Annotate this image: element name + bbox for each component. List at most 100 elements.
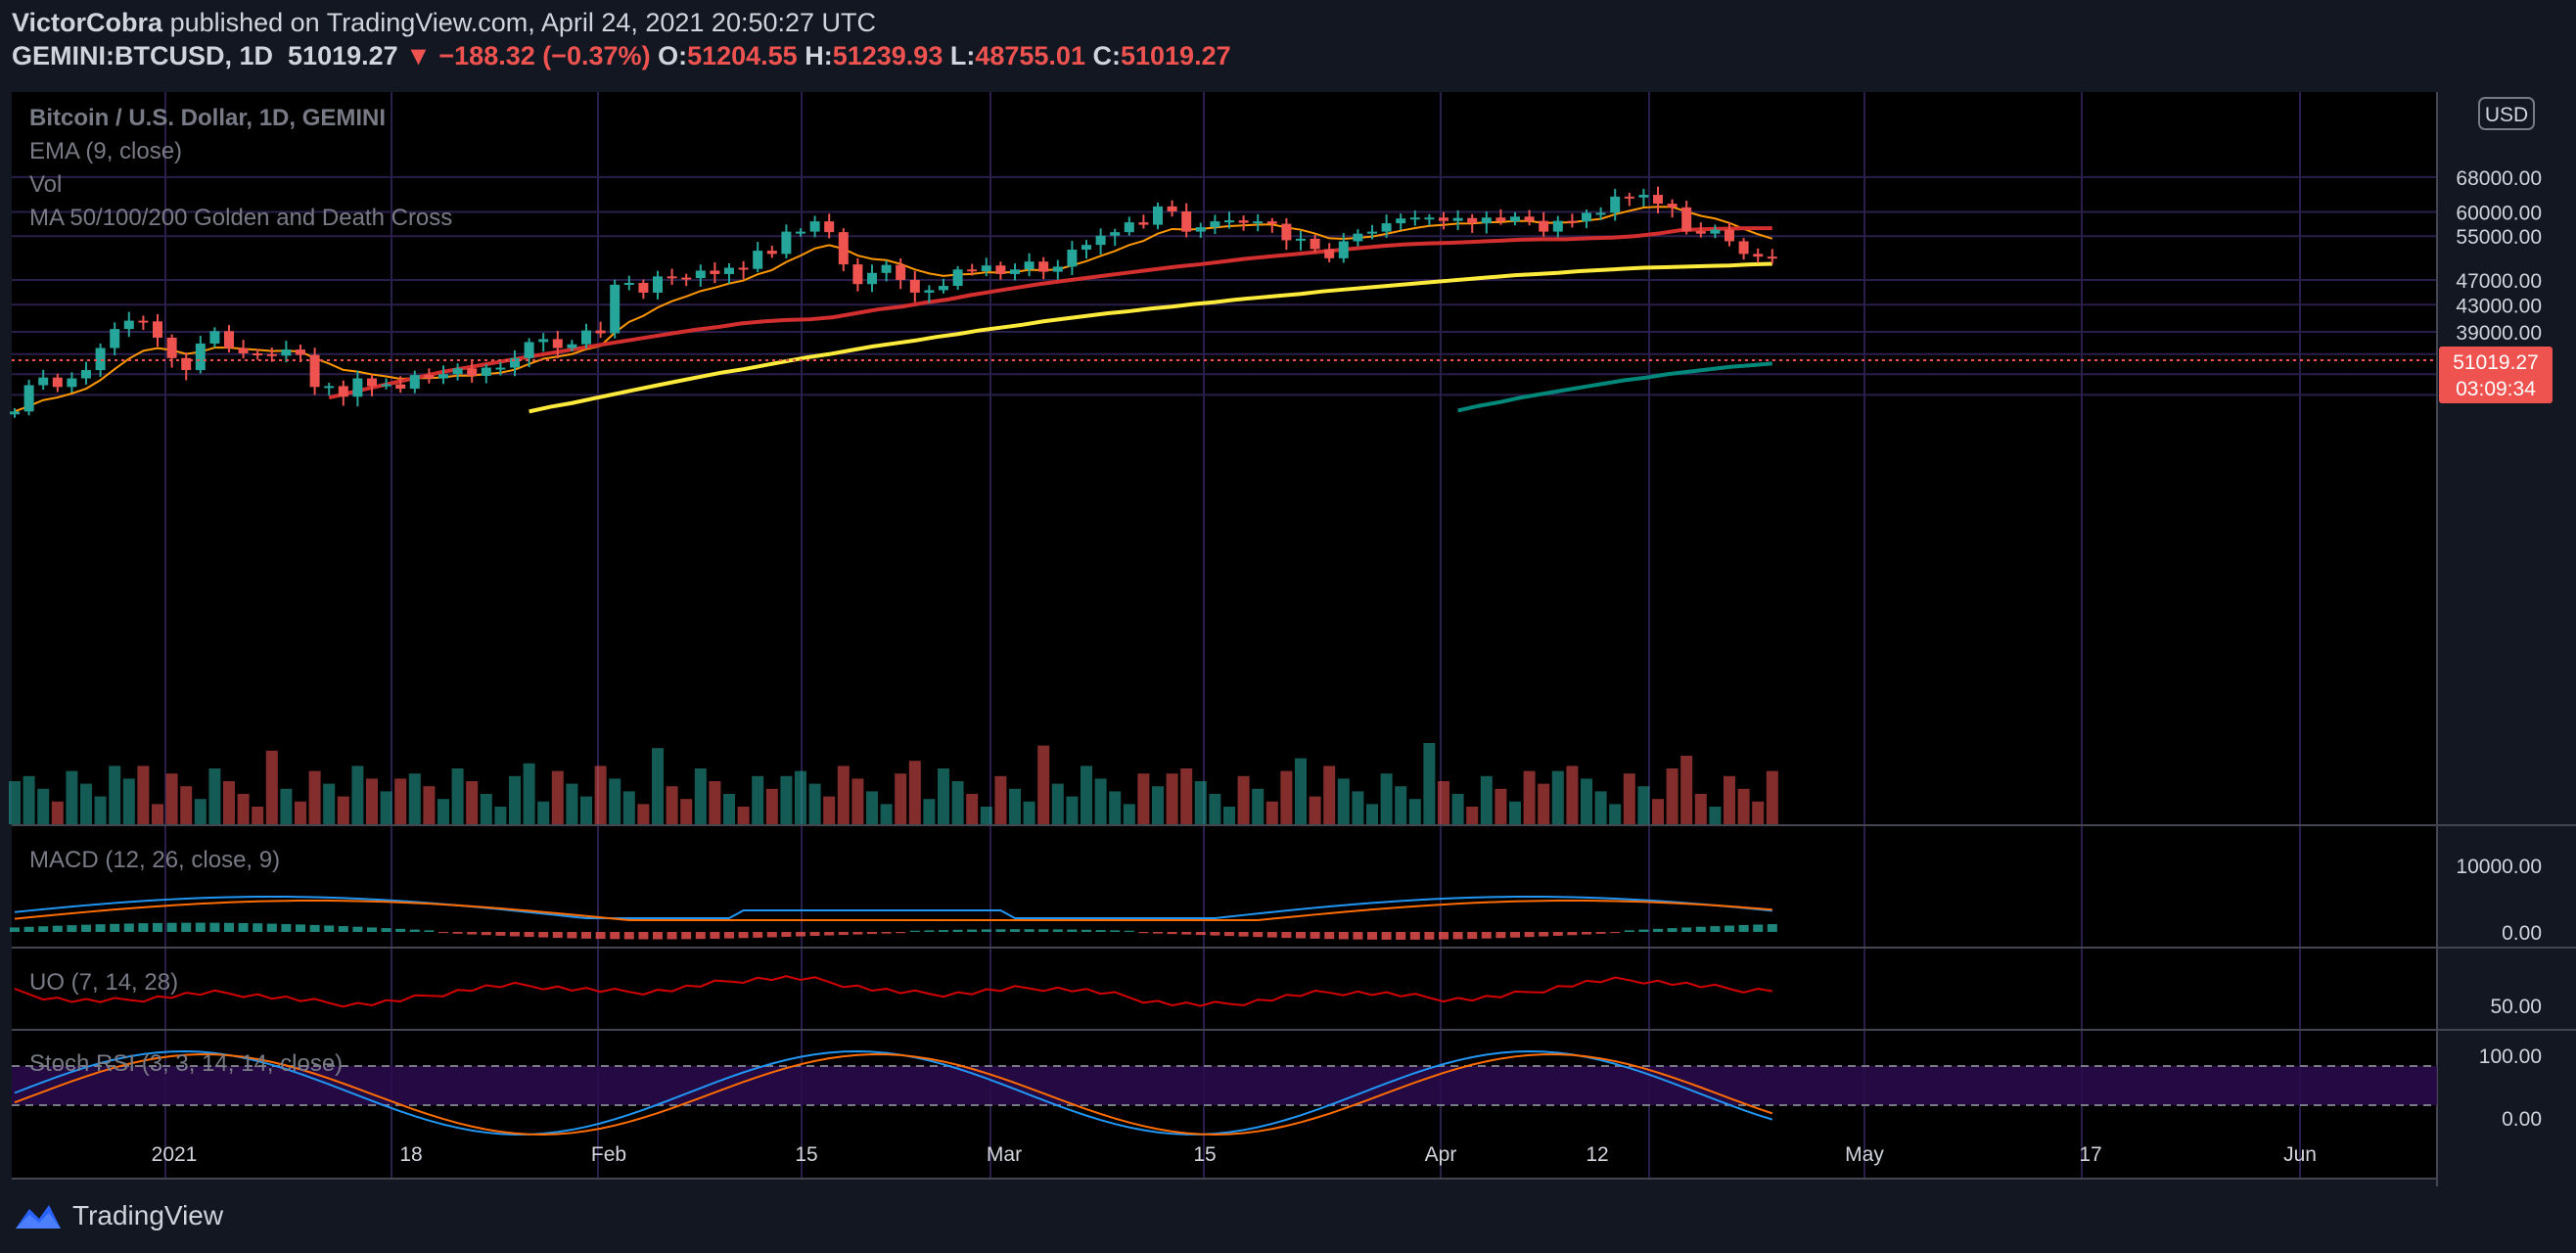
uo-pane[interactable]	[14, 975, 1772, 1008]
candle-33	[481, 367, 491, 376]
candle-65	[939, 286, 948, 291]
macd-hist-24	[352, 926, 363, 932]
legend-vol[interactable]: Vol	[29, 171, 62, 198]
currency-badge[interactable]	[2478, 97, 2535, 130]
macd-hist-61	[881, 932, 892, 934]
candle-54	[781, 231, 792, 255]
candle-112	[1610, 196, 1621, 213]
stoch-label[interactable]: Stoch RSI (3, 3, 14, 14, close)	[29, 1050, 343, 1077]
macd-hist-104	[1495, 932, 1506, 939]
macd-hist-76	[1095, 930, 1106, 932]
macd-hist-21	[309, 924, 320, 932]
high-label: H:	[805, 41, 833, 70]
legend-series[interactable]: Bitcoin / U.S. Dollar, 1D, GEMINI	[29, 105, 386, 131]
candle-1	[23, 385, 34, 412]
candle-95	[1367, 231, 1377, 234]
macd-hist-20	[296, 924, 305, 932]
macd-hist-1	[23, 926, 34, 932]
volume-bar-51	[737, 807, 750, 824]
macd-hist-85	[1224, 932, 1234, 937]
macd-hist-78	[1124, 930, 1134, 932]
currency-badge-text: USD	[2485, 104, 2528, 126]
volume-bar-20	[295, 801, 306, 824]
macd-hist-115	[1653, 928, 1663, 932]
candle-93	[1338, 241, 1349, 258]
macd-hist-50	[724, 932, 734, 939]
macd-hist-12	[181, 922, 192, 932]
macd-hist-90	[1296, 932, 1306, 939]
macd-hist-63	[909, 930, 920, 932]
uo-label[interactable]: UO (7, 14, 28)	[29, 969, 178, 996]
macd-hist-65	[939, 930, 948, 932]
macd-label[interactable]: MACD (12, 26, close, 9)	[29, 847, 280, 873]
candle-92	[1324, 249, 1335, 258]
stoch-pane[interactable]	[14, 1049, 1773, 1136]
candle-36	[524, 342, 534, 358]
macd-hist-44	[638, 932, 649, 940]
published-text: published on TradingView.com, April 24, …	[169, 8, 877, 37]
volume-bar-93	[1337, 778, 1350, 824]
candle-45	[653, 276, 663, 293]
candle-82	[1181, 211, 1192, 232]
macd-hist-51	[738, 932, 749, 939]
candle-80	[1153, 206, 1163, 225]
volume-bar-108	[1551, 770, 1564, 824]
macd-hist-30	[438, 932, 448, 934]
plot-background	[12, 92, 2437, 1179]
volume-bar-122	[1752, 801, 1765, 824]
ma50-line	[328, 226, 1772, 400]
macd-hist-71	[1024, 929, 1035, 932]
volume-bar-111	[1594, 791, 1607, 824]
legend-ema[interactable]: EMA (9, close)	[29, 138, 182, 164]
legend-ma[interactable]: MA 50/100/200 Golden and Death Cross	[29, 205, 452, 231]
candle-21	[309, 354, 320, 388]
volume-bar-66	[951, 781, 964, 824]
tradingview-brand[interactable]: TradingView	[14, 1200, 223, 1231]
candle-17	[253, 352, 263, 355]
macd-hist-79	[1138, 932, 1149, 934]
open-value: 51204.55	[687, 41, 798, 70]
price-chart[interactable]: Bitcoin / U.S. Dollar, 1D, GEMINI EMA (9…	[0, 82, 2576, 1186]
tradingview-logo-icon	[16, 1205, 61, 1229]
candle-7	[110, 329, 120, 348]
candle-111	[1595, 212, 1606, 215]
macd-hist-5	[81, 924, 91, 932]
volume-bar-26	[380, 791, 392, 824]
candle-57	[824, 221, 835, 233]
volume-bar-98	[1408, 799, 1421, 824]
candle-71	[1024, 261, 1035, 270]
volume-bar-9	[137, 766, 150, 824]
macd-hist-121	[1738, 924, 1749, 932]
macd-hist-59	[852, 932, 863, 935]
last-price: 51019.27	[288, 41, 398, 70]
volume-bar-7	[109, 766, 121, 824]
volume-bar-31	[451, 768, 464, 824]
macd-pane[interactable]	[10, 895, 1777, 940]
macd-hist-68	[981, 929, 991, 932]
macd-hist-54	[781, 932, 792, 938]
macd-hist-57	[824, 932, 835, 936]
time-axis[interactable]: 2021 18 Feb 15 Mar 15 Apr 12 May 17 Jun	[152, 1143, 2317, 1166]
stoch-d-line	[14, 1053, 1773, 1136]
price-tick-0: 68000.00	[2456, 167, 2542, 190]
macd-hist-116	[1667, 928, 1678, 932]
volume-bar-62	[895, 773, 907, 824]
candle-106	[1524, 216, 1535, 221]
candle-18	[266, 353, 277, 356]
volume-bar-58	[837, 766, 850, 824]
volume-bar-14	[208, 768, 221, 824]
candle-16	[238, 348, 249, 353]
macd-hist-55	[796, 932, 805, 937]
macd-hist-56	[809, 932, 820, 937]
price-tick-2: 55000.00	[2456, 226, 2542, 249]
candlestick-series	[10, 186, 1777, 418]
candle-46	[667, 276, 677, 279]
price-tick-3: 47000.00	[2456, 270, 2542, 293]
macd-hist-122	[1753, 924, 1764, 932]
volume-bar-75	[1081, 766, 1092, 824]
macd-hist-49	[710, 932, 720, 939]
candle-97	[1396, 218, 1406, 224]
volume-bar-99	[1423, 743, 1436, 824]
macd-hist-88	[1266, 932, 1277, 938]
author-name[interactable]: VictorCobra	[12, 8, 163, 37]
